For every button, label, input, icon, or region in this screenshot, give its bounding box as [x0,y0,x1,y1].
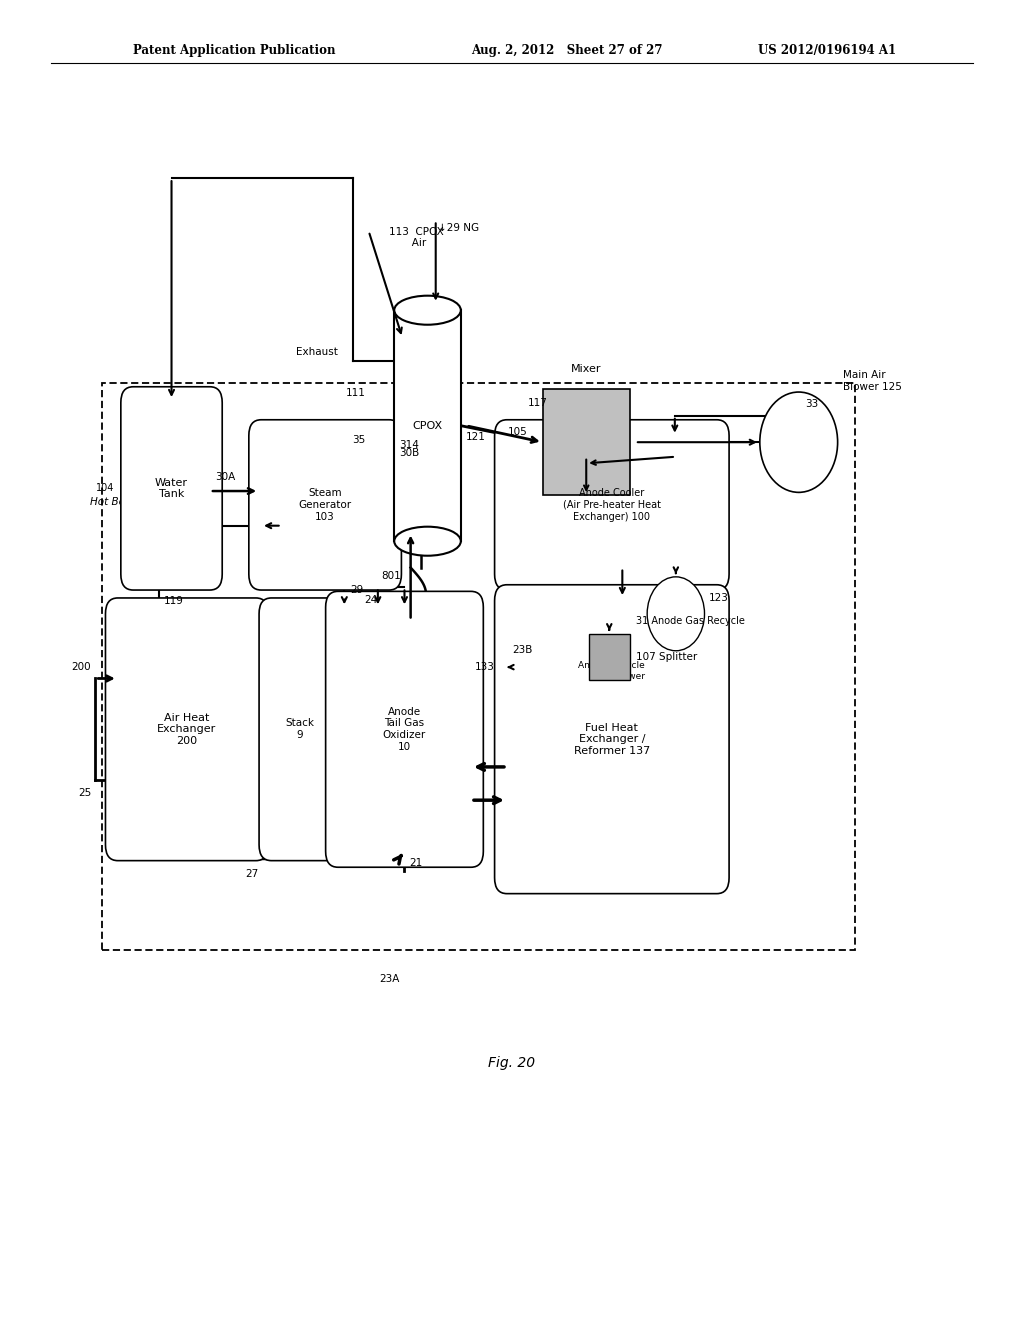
Text: 31 Anode Gas Recycle: 31 Anode Gas Recycle [636,615,744,626]
Text: ↓29 NG: ↓29 NG [438,223,479,234]
Text: Steam
Generator
103: Steam Generator 103 [299,488,351,521]
Text: Main Air
Blower 125: Main Air Blower 125 [843,371,901,392]
Text: 105: 105 [508,426,527,437]
Text: Stack
9: Stack 9 [285,718,314,741]
Text: 111: 111 [346,388,366,399]
Text: 200: 200 [72,661,91,672]
Bar [102,383,855,950]
Text: 25: 25 [78,788,91,799]
Text: 121: 121 [466,432,485,442]
Circle shape [647,577,705,651]
Text: Exhaust: Exhaust [296,347,338,356]
FancyBboxPatch shape [326,591,483,867]
Ellipse shape [394,527,461,556]
Text: Patent Application Publication: Patent Application Publication [133,44,336,57]
Bar [394,310,461,541]
FancyBboxPatch shape [121,387,222,590]
FancyBboxPatch shape [495,585,729,894]
Text: 24: 24 [365,595,378,606]
Ellipse shape [394,296,461,325]
Text: 123: 123 [709,593,728,603]
Text: Anode Recycle
Blower: Anode Recycle Blower [579,661,645,681]
FancyBboxPatch shape [105,598,268,861]
Text: 119: 119 [164,595,183,606]
Text: 107 Splitter: 107 Splitter [636,652,697,661]
Text: 33: 33 [805,399,818,409]
Text: Fuel Heat
Exchanger /
Reformer 137: Fuel Heat Exchanger / Reformer 137 [573,722,650,756]
Text: 30A: 30A [215,471,236,482]
Text: 23A: 23A [379,974,399,985]
FancyBboxPatch shape [249,420,401,590]
Text: 104: 104 [96,483,115,494]
FancyBboxPatch shape [495,420,729,590]
Text: CPOX: CPOX [413,421,442,430]
Text: Mixer: Mixer [571,363,601,374]
Bar [543,389,630,495]
Text: 133: 133 [475,663,495,672]
FancyBboxPatch shape [259,598,340,861]
Text: 35: 35 [352,434,366,445]
Text: 314: 314 [399,440,419,450]
Text: Anode Cooler
(Air Pre-heater Heat
Exchanger) 100: Anode Cooler (Air Pre-heater Heat Exchan… [563,488,660,521]
Text: Fig. 20: Fig. 20 [488,1056,536,1069]
Text: 113  CPOX
       Air: 113 CPOX Air [389,227,443,248]
Text: 117: 117 [528,397,548,408]
Text: 30B: 30B [399,449,420,458]
Text: 801: 801 [381,570,401,581]
Text: Hot Box 1: Hot Box 1 [90,496,141,507]
Text: 29: 29 [350,585,364,595]
Text: 21: 21 [410,858,423,869]
Text: 23B: 23B [512,645,532,656]
Text: 27: 27 [246,869,259,879]
Text: Water
Tank: Water Tank [155,478,188,499]
Text: Air Heat
Exchanger
200: Air Heat Exchanger 200 [158,713,216,746]
Text: Aug. 2, 2012   Sheet 27 of 27: Aug. 2, 2012 Sheet 27 of 27 [471,44,663,57]
Text: US 2012/0196194 A1: US 2012/0196194 A1 [758,44,896,57]
Text: Anode
Tail Gas
Oxidizer
10: Anode Tail Gas Oxidizer 10 [383,708,426,751]
Bar [589,634,630,680]
Circle shape [760,392,838,492]
